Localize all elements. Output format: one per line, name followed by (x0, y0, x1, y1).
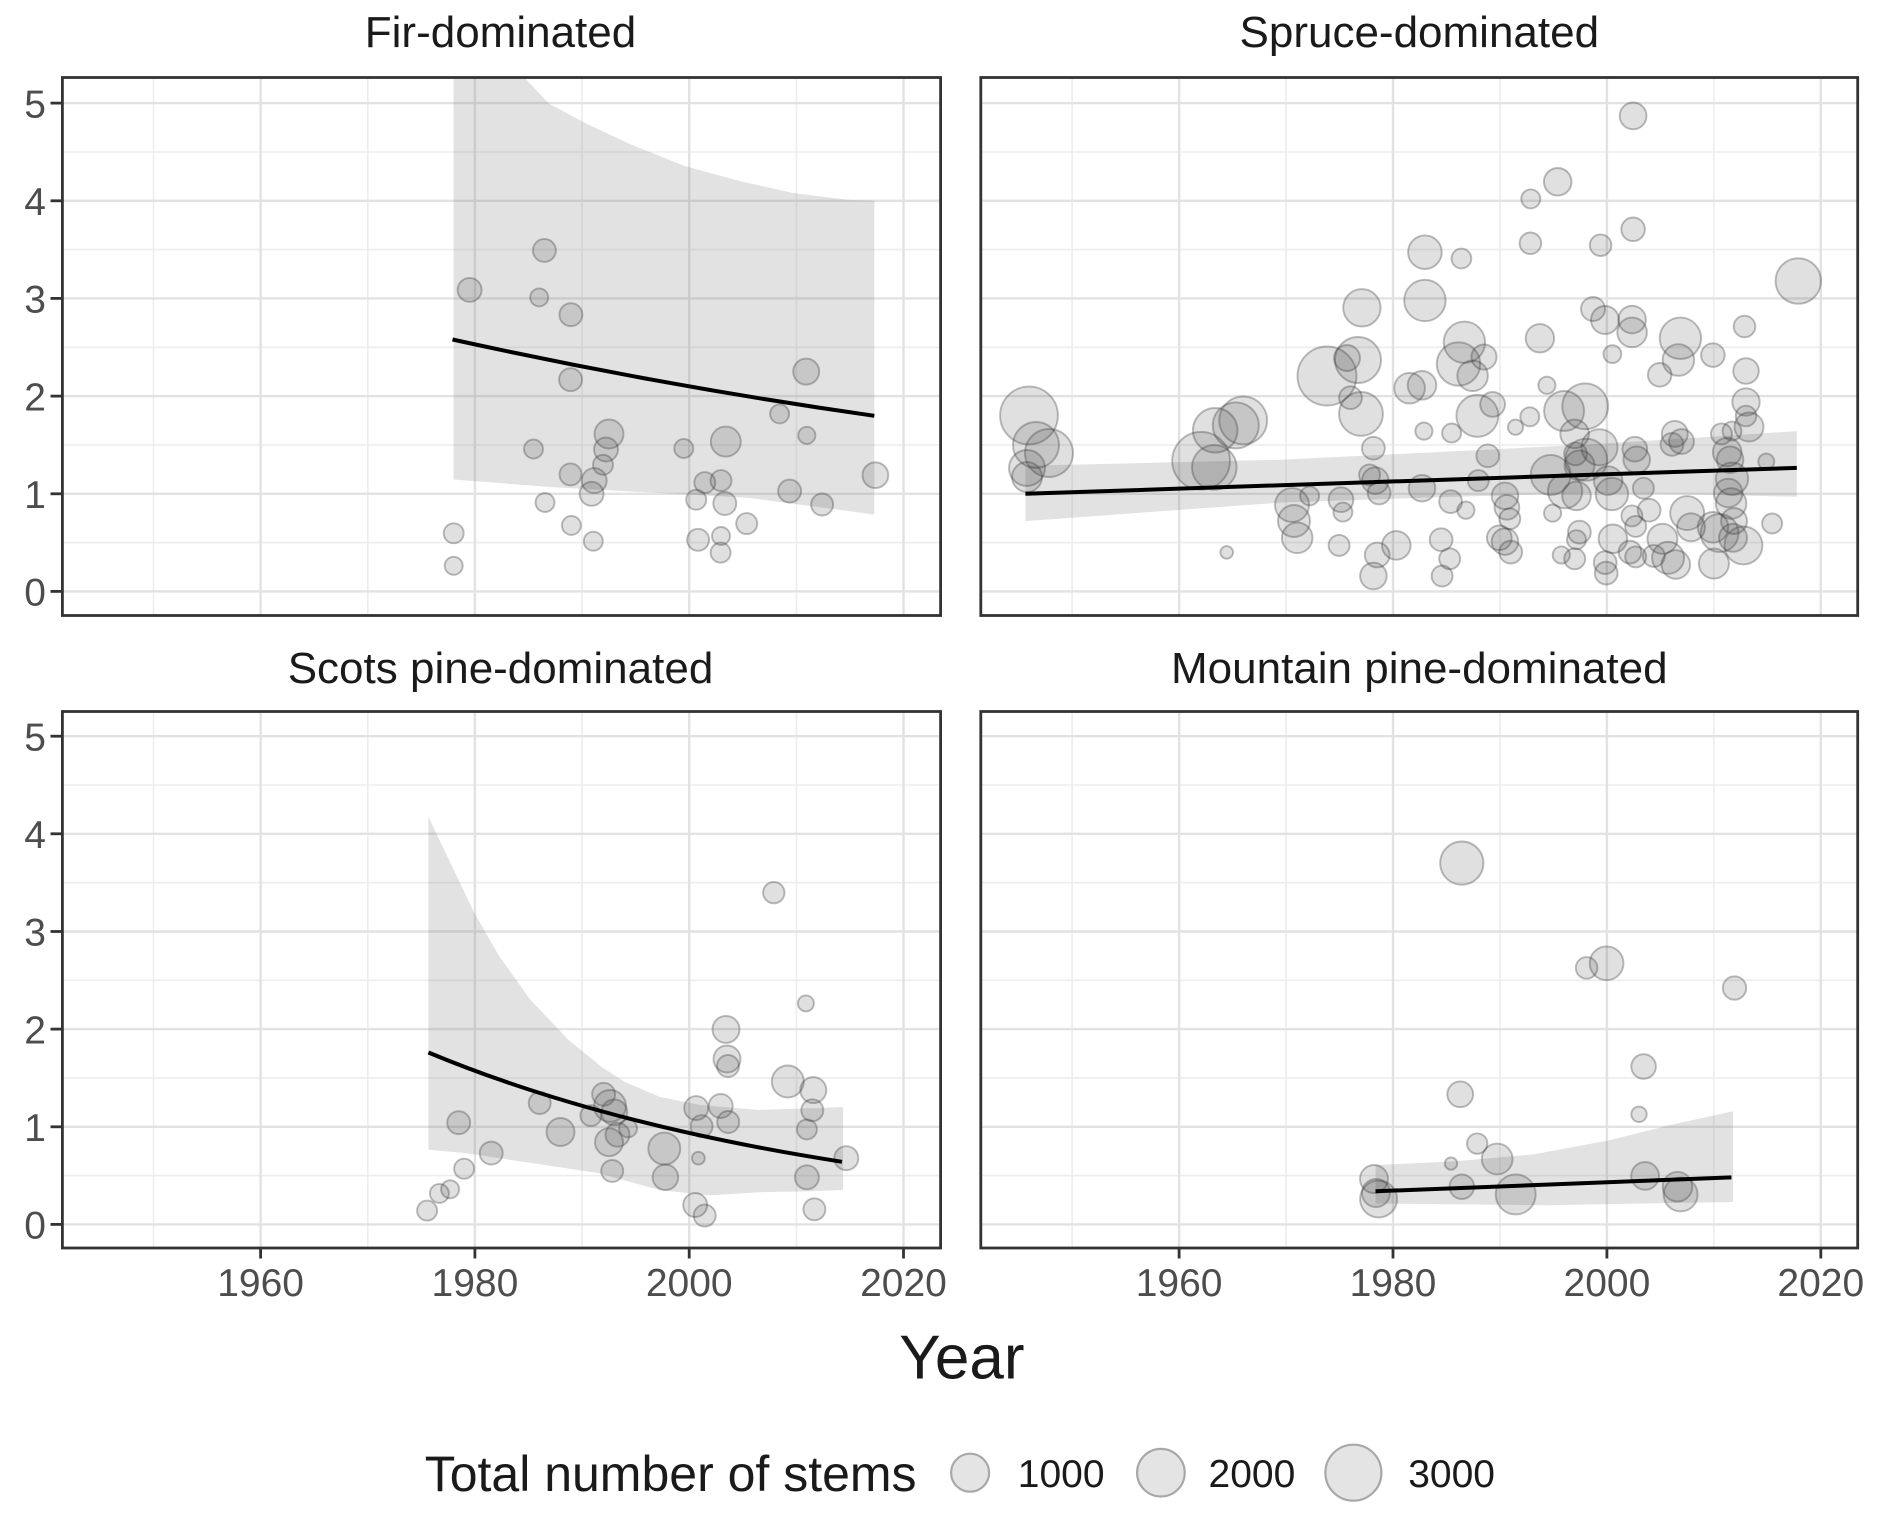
svg-text:Spruce-dominated: Spruce-dominated (1240, 8, 1600, 57)
svg-text:3: 3 (24, 279, 46, 322)
svg-text:1980: 1980 (432, 1262, 519, 1305)
svg-text:1960: 1960 (217, 1262, 304, 1305)
svg-text:Scots pine-dominated: Scots pine-dominated (288, 644, 714, 693)
svg-text:2000: 2000 (646, 1262, 733, 1305)
svg-text:Total number of stems: Total number of stems (425, 1446, 917, 1502)
svg-text:Year: Year (899, 1323, 1024, 1392)
svg-text:0: 0 (24, 572, 46, 615)
svg-text:3000: 3000 (1408, 1453, 1495, 1496)
svg-text:1: 1 (24, 474, 46, 517)
svg-text:4: 4 (24, 814, 46, 857)
svg-text:2: 2 (24, 376, 46, 419)
svg-text:5: 5 (24, 716, 46, 759)
svg-text:0: 0 (24, 1205, 46, 1248)
svg-text:1980: 1980 (1350, 1262, 1437, 1305)
svg-text:1: 1 (24, 1107, 46, 1150)
svg-text:2000: 2000 (1564, 1262, 1651, 1305)
svg-text:Fir-dominated: Fir-dominated (365, 8, 636, 57)
svg-text:1960: 1960 (1136, 1262, 1223, 1305)
svg-text:1000: 1000 (1018, 1453, 1105, 1496)
svg-text:2020: 2020 (860, 1262, 947, 1305)
svg-text:4: 4 (24, 181, 46, 224)
svg-text:2000: 2000 (1209, 1453, 1296, 1496)
svg-text:Mountain pine-dominated: Mountain pine-dominated (1171, 644, 1668, 693)
svg-text:2020: 2020 (1777, 1262, 1864, 1305)
svg-text:5: 5 (24, 83, 46, 126)
svg-text:3: 3 (24, 912, 46, 955)
svg-text:2: 2 (24, 1009, 46, 1052)
